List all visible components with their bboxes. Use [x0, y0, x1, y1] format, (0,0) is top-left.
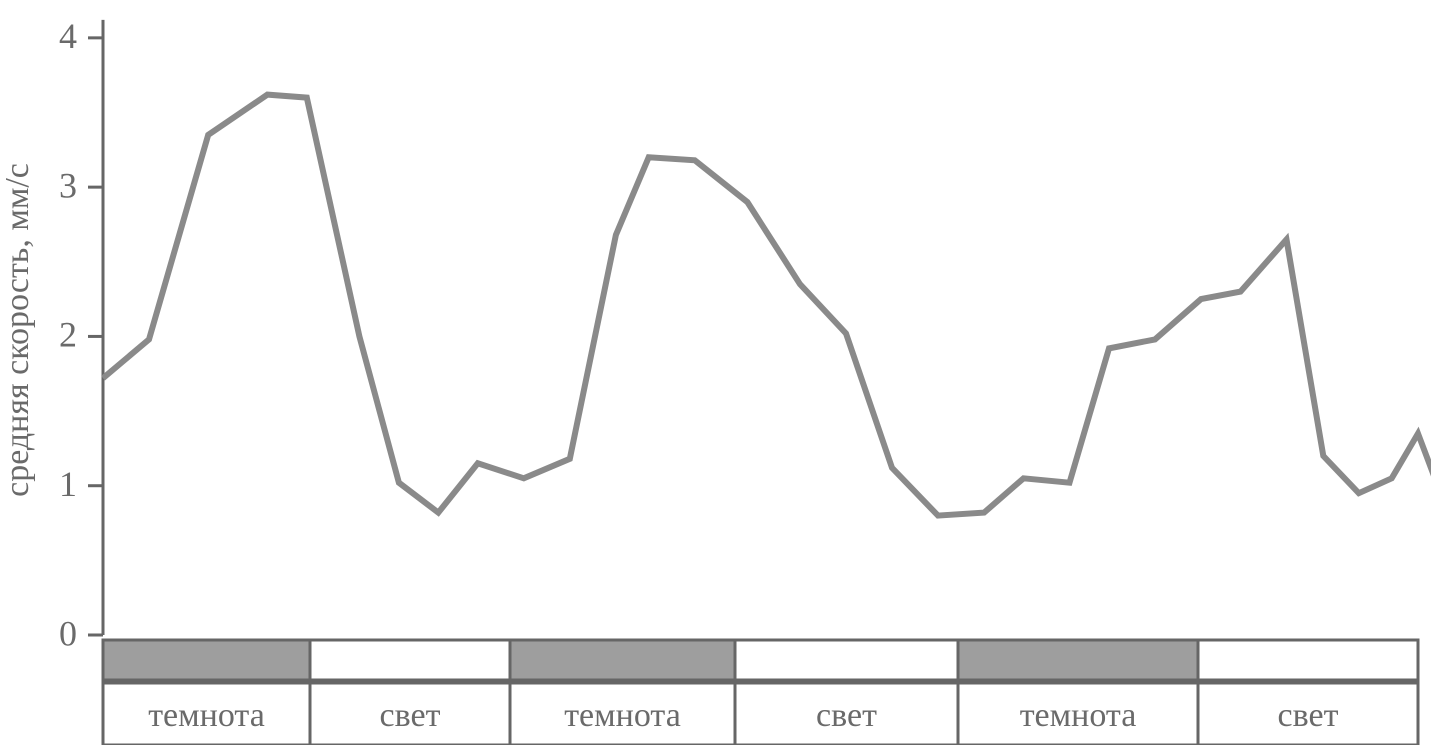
y-tick-label: 3	[59, 165, 77, 205]
y-tick-label: 0	[59, 613, 77, 653]
x-label-text: свет	[1278, 697, 1339, 734]
light-segment	[1198, 640, 1418, 680]
x-label-text: темнота	[1020, 697, 1137, 734]
data-line	[103, 95, 1431, 516]
y-ticks: 0 1 2 3 4	[59, 16, 103, 653]
light-segment	[310, 640, 510, 680]
y-tick-label: 1	[59, 464, 77, 504]
x-label-text: свет	[380, 697, 441, 734]
x-axis-label-cells: темнота свет темнота свет темнота свет	[103, 683, 1418, 745]
dark-segment	[510, 640, 735, 680]
x-label-text: темнота	[564, 697, 681, 734]
y-tick-label: 4	[59, 16, 77, 56]
x-axis-condition-bar	[103, 640, 1418, 680]
x-label-text: темнота	[148, 697, 265, 734]
x-label-text: свет	[816, 697, 877, 734]
speed-chart: средняя скорость, мм/с 0 1 2 3 4 темнота свет…	[0, 0, 1431, 745]
dark-segment	[103, 640, 310, 680]
chart-svg: средняя скорость, мм/с 0 1 2 3 4 темнота свет…	[0, 0, 1431, 745]
y-axis-label: средняя скорость, мм/с	[0, 163, 36, 497]
y-tick-label: 2	[59, 315, 77, 355]
light-segment	[735, 640, 958, 680]
dark-segment	[958, 640, 1198, 680]
